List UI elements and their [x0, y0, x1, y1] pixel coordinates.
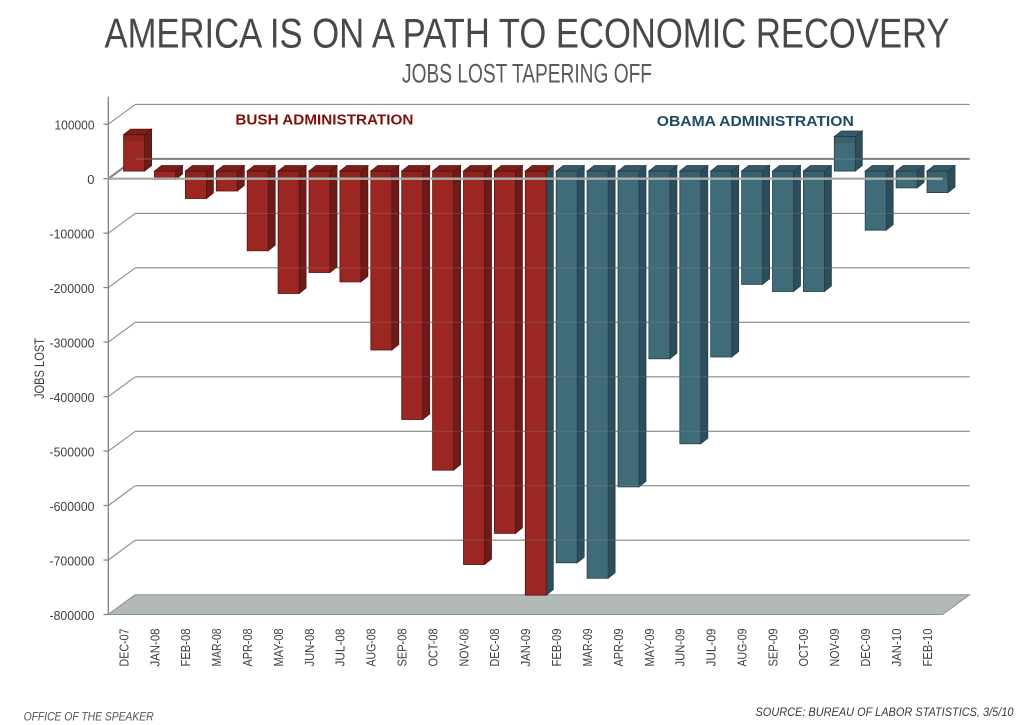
svg-text:BUSH ADMINISTRATION: BUSH ADMINISTRATION — [235, 113, 413, 129]
svg-text:JOBS LOST TAPERING OFF: JOBS LOST TAPERING OFF — [402, 59, 652, 89]
svg-text:MAR-09: MAR-09 — [580, 629, 595, 667]
svg-text:JUL-09: JUL-09 — [704, 629, 719, 667]
svg-text:MAY-09: MAY-09 — [642, 629, 657, 667]
svg-text:AUG-09: AUG-09 — [735, 629, 750, 667]
svg-text:JUN-09: JUN-09 — [673, 629, 688, 667]
svg-text:OCT-09: OCT-09 — [796, 629, 811, 667]
svg-text:APR-08: APR-08 — [240, 629, 255, 667]
svg-text:100000: 100000 — [55, 118, 95, 133]
svg-text:MAY-08: MAY-08 — [271, 629, 286, 667]
svg-text:NOV-08: NOV-08 — [456, 629, 471, 667]
svg-text:AMERICA IS ON A PATH TO ECONOM: AMERICA IS ON A PATH TO ECONOMIC RECOVER… — [105, 10, 950, 57]
svg-text:-200000: -200000 — [50, 281, 95, 296]
svg-text:-600000: -600000 — [50, 499, 95, 514]
svg-text:JUN-08: JUN-08 — [302, 629, 317, 667]
svg-text:JAN-10: JAN-10 — [889, 629, 904, 667]
svg-text:JAN-09: JAN-09 — [518, 629, 533, 667]
svg-text:OBAMA ADMINISTRATION: OBAMA ADMINISTRATION — [657, 114, 854, 130]
svg-text:OCT-08: OCT-08 — [425, 629, 440, 667]
svg-text:-800000: -800000 — [50, 608, 95, 623]
svg-text:APR-09: APR-09 — [611, 629, 626, 667]
svg-text:MAR-08: MAR-08 — [209, 629, 224, 667]
svg-text:DEC-08: DEC-08 — [487, 629, 502, 667]
svg-text:0: 0 — [87, 172, 94, 187]
svg-text:FEB-08: FEB-08 — [178, 629, 193, 667]
svg-text:JAN-08: JAN-08 — [147, 629, 162, 667]
svg-text:FEB-10: FEB-10 — [920, 629, 935, 667]
svg-text:AUG-08: AUG-08 — [364, 629, 379, 667]
svg-text:NOV-09: NOV-09 — [827, 629, 842, 667]
svg-text:-700000: -700000 — [50, 553, 95, 568]
svg-text:-300000: -300000 — [50, 336, 95, 351]
svg-text:JUL-08: JUL-08 — [333, 629, 348, 667]
svg-text:DEC-07: DEC-07 — [116, 629, 131, 667]
svg-text:-500000: -500000 — [50, 445, 95, 460]
svg-text:-400000: -400000 — [50, 390, 95, 405]
svg-text:-100000: -100000 — [50, 227, 95, 242]
svg-text:FEB-09: FEB-09 — [549, 629, 564, 667]
svg-text:JOBS LOST: JOBS LOST — [31, 338, 47, 399]
svg-text:SEP-08: SEP-08 — [395, 629, 410, 667]
svg-text:SOURCE: BUREAU OF LABOR STATIS: SOURCE: BUREAU OF LABOR STATISTICS, 3/5/… — [756, 705, 1014, 719]
svg-text:DEC-09: DEC-09 — [858, 629, 873, 667]
svg-text:SEP-09: SEP-09 — [765, 629, 780, 667]
svg-text:OFFICE OF THE SPEAKER: OFFICE OF THE SPEAKER — [24, 710, 154, 724]
